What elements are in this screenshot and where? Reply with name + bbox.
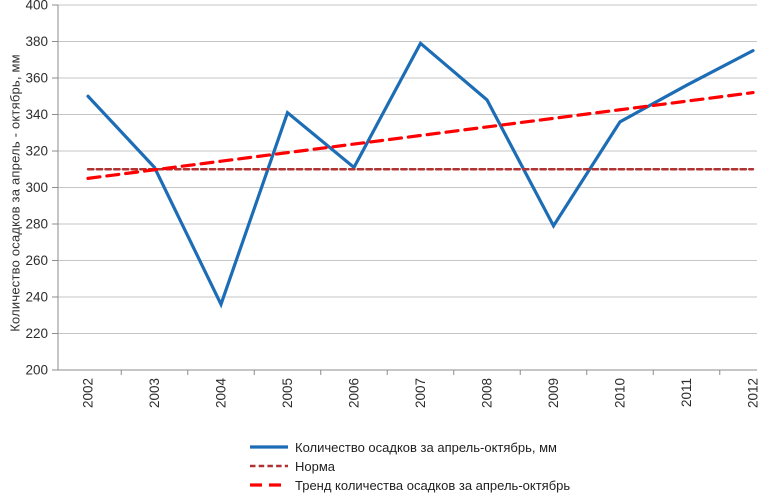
y-axis-tick-label: 320: [25, 144, 48, 159]
legend-label-precipitation: Количество осадков за апрель-октябрь, мм: [295, 439, 557, 455]
y-axis-tick-label: 340: [25, 107, 48, 122]
legend-label-trend: Тренд количества осадков за апрель-октяб…: [295, 477, 571, 493]
x-axis-tick-label: 2005: [280, 378, 295, 408]
y-axis-tick-label: 280: [25, 217, 48, 232]
y-axis-tick-label: 240: [25, 290, 48, 305]
x-axis-tick-label: 2006: [347, 378, 362, 408]
y-axis-tick-label: 300: [25, 180, 48, 195]
y-axis-tick-label: 200: [25, 363, 48, 378]
y-axis-tick-label: 400: [25, 0, 48, 13]
legend-solid-line-swatch: [250, 445, 288, 449]
x-axis-tick-label: 2009: [546, 378, 561, 408]
x-axis-tick-label: 2002: [81, 378, 96, 408]
series-trend-line: [86, 90, 755, 180]
x-axis-tick-label: 2010: [613, 378, 628, 408]
x-axis-tick-label: 2011: [679, 378, 694, 407]
legend-item-norm: Норма: [250, 458, 570, 474]
chart-legend: Количество осадков за апрель-октябрь, мм…: [250, 439, 571, 493]
y-axis-tick-label: 360: [25, 71, 48, 86]
legend-item-trend: Тренд количества осадков за апрель-октяб…: [250, 477, 571, 493]
series-precipitation-line: [86, 40, 755, 309]
y-axis-tick-label: 220: [25, 326, 48, 341]
x-axis-tick-label: 2003: [147, 378, 162, 408]
x-axis-tick-label: 2012: [746, 378, 760, 408]
y-axis-tick-label: 260: [25, 253, 48, 268]
x-axis-tick-label: 2008: [480, 378, 495, 408]
legend-short-dash-swatch: [250, 464, 288, 468]
y-axis-tick-label: 380: [25, 34, 48, 49]
x-axis-tick-label: 2004: [214, 378, 229, 409]
legend-item-precipitation: Количество осадков за апрель-октябрь, мм: [250, 439, 570, 455]
legend-label-norm: Норма: [295, 458, 336, 474]
x-axis-tick-label: 2007: [413, 378, 428, 408]
legend-long-dash-swatch: [250, 483, 288, 487]
